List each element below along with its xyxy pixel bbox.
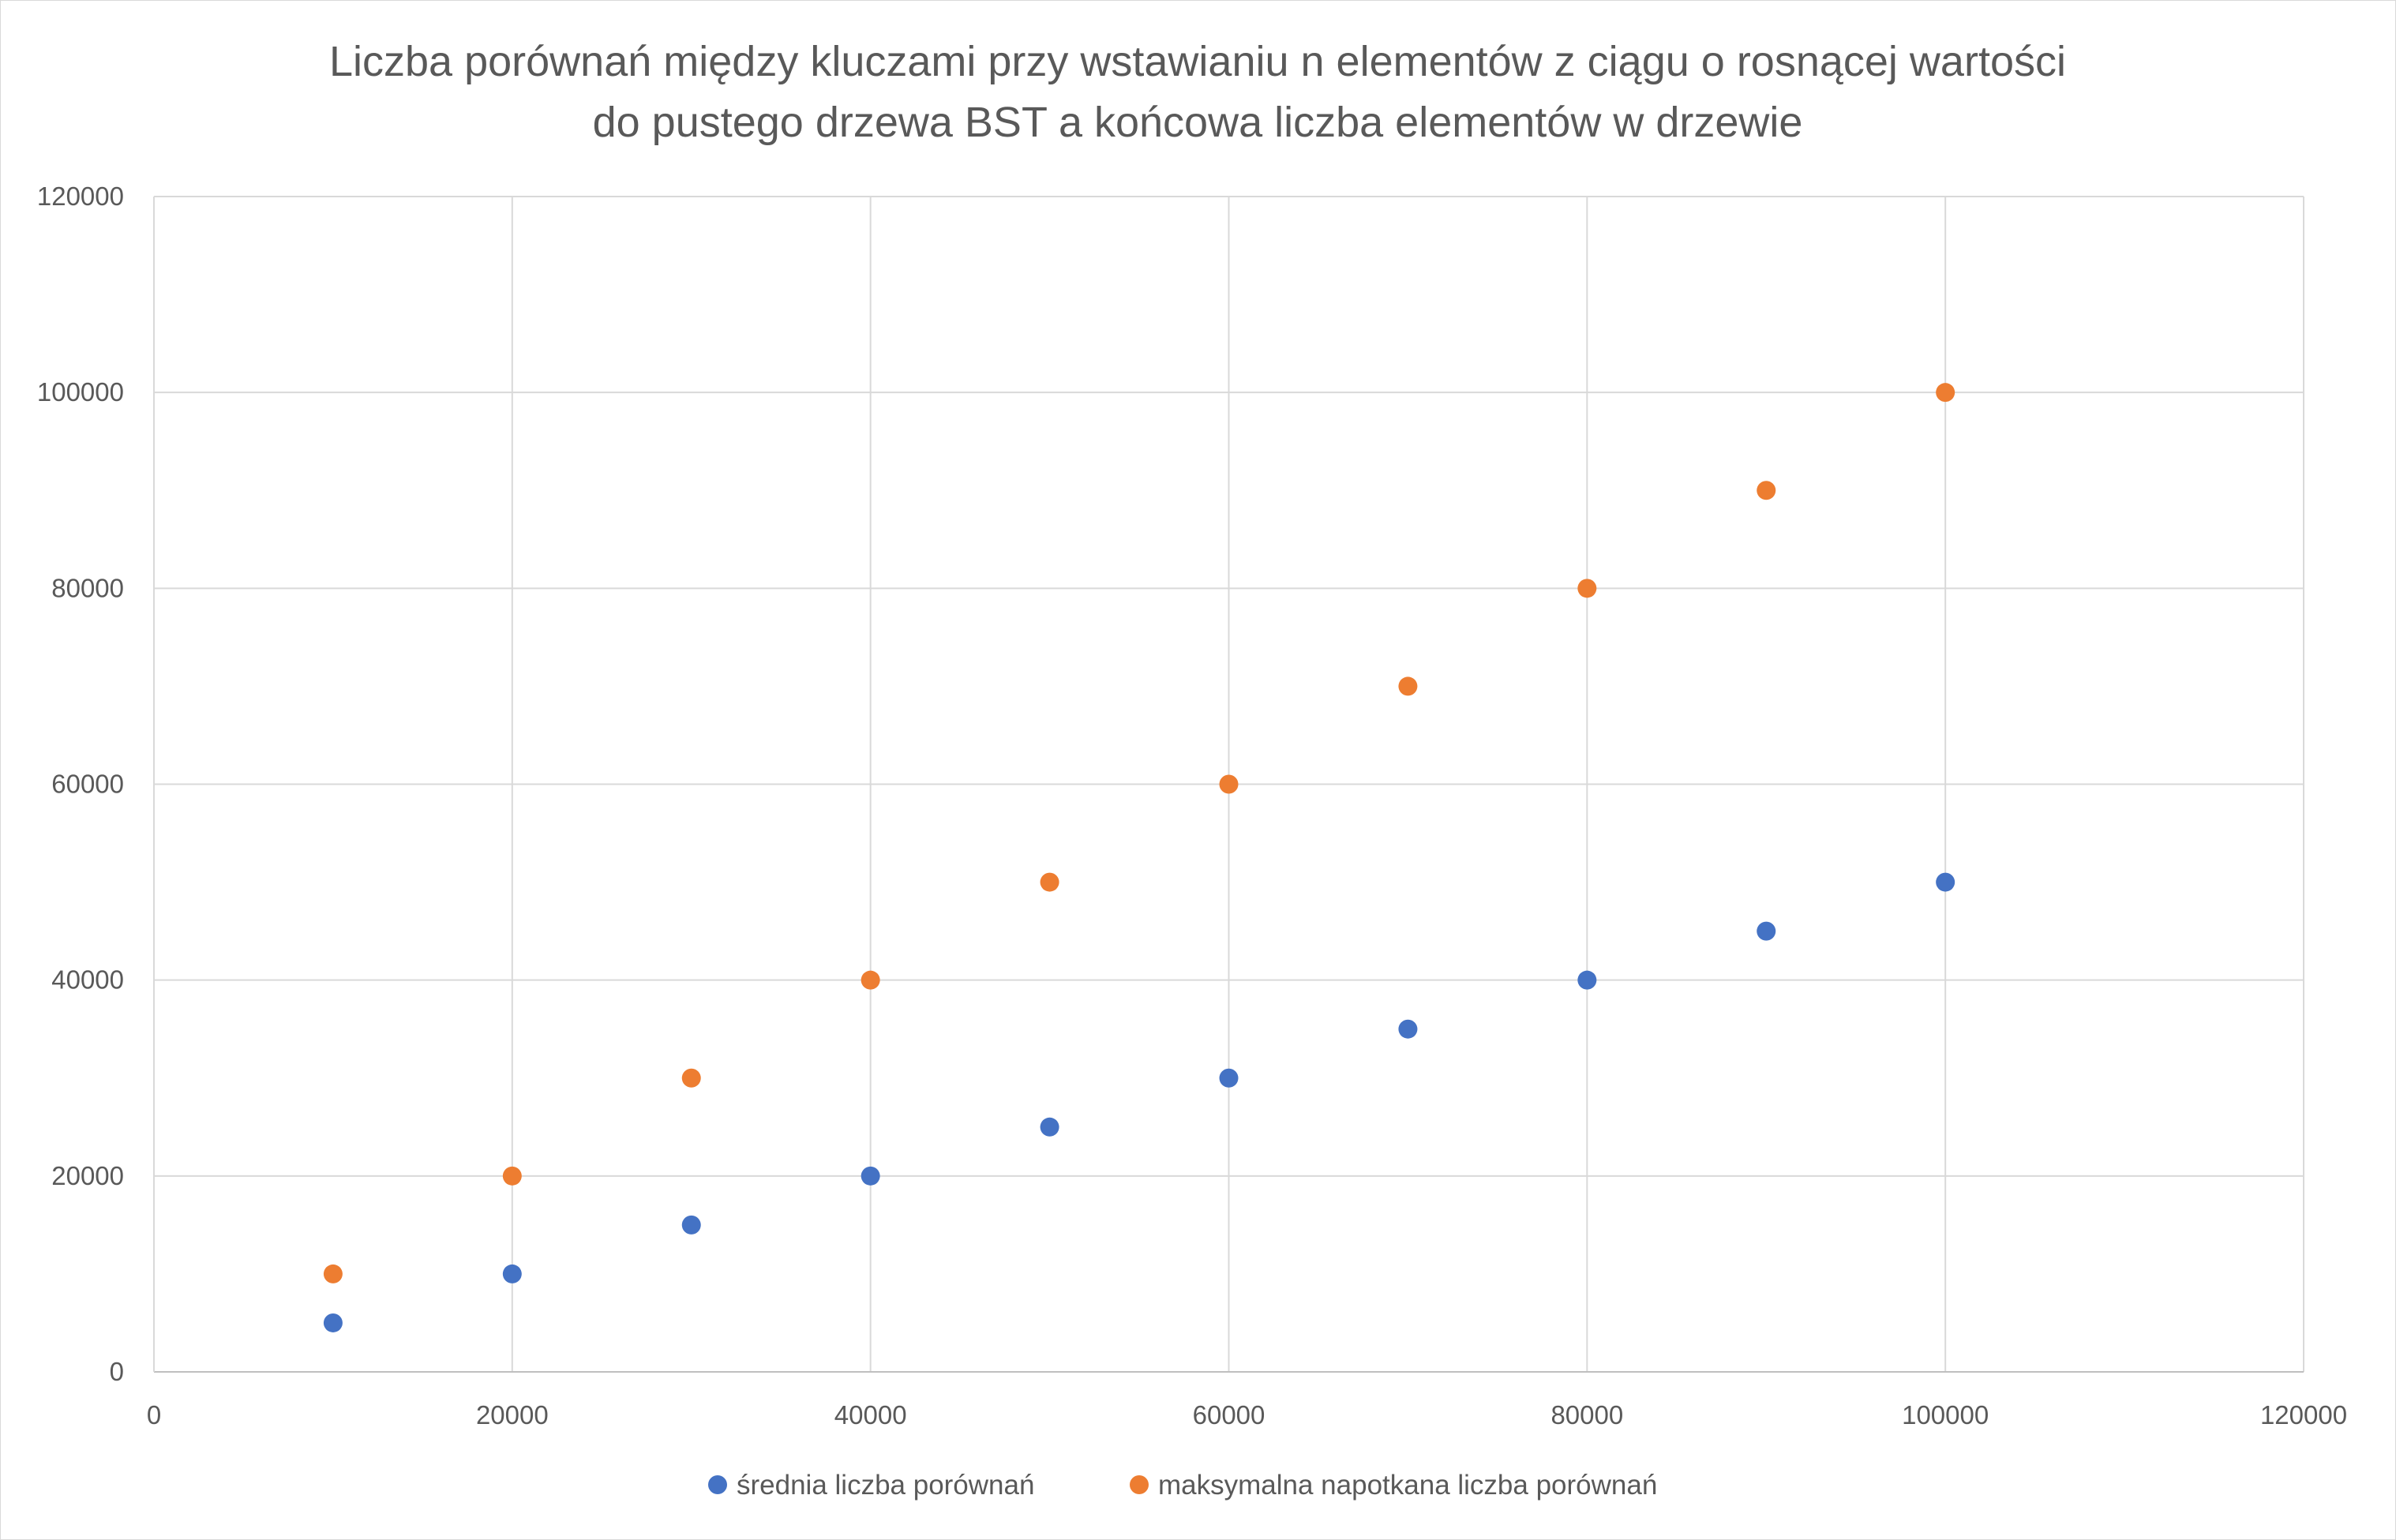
y-tick-label: 80000 xyxy=(51,573,124,602)
chart-title-line-1: Liczba porównań między kluczami przy wst… xyxy=(329,38,2066,85)
legend-marker-2 xyxy=(1130,1475,1149,1494)
x-tick-label: 80000 xyxy=(1550,1400,1623,1429)
x-tick-label: 100000 xyxy=(1902,1400,1989,1429)
data-point-series-2 xyxy=(1219,774,1239,794)
data-point-series-1 xyxy=(1577,970,1597,990)
y-tick-label: 60000 xyxy=(51,770,124,799)
data-point-series-2 xyxy=(1577,579,1597,598)
x-tick-label: 60000 xyxy=(1193,1400,1265,1429)
legend-label-1: średnia liczba porównań xyxy=(737,1470,1034,1501)
data-point-series-2 xyxy=(1398,676,1418,696)
data-point-series-2 xyxy=(1757,481,1776,500)
data-point-series-1 xyxy=(1936,872,1955,892)
data-point-series-1 xyxy=(323,1313,343,1332)
data-point-series-1 xyxy=(681,1215,701,1235)
x-tick-label: 40000 xyxy=(834,1400,907,1429)
data-point-series-2 xyxy=(1936,383,1955,403)
chart-title-line-2: do pustego drzewa BST a końcowa liczba e… xyxy=(593,99,1803,146)
data-point-series-2 xyxy=(323,1264,343,1283)
data-point-series-1 xyxy=(1757,921,1776,941)
legend-marker-1 xyxy=(708,1475,727,1494)
y-tick-label: 0 xyxy=(110,1357,124,1386)
x-tick-label: 0 xyxy=(147,1400,161,1429)
data-point-series-2 xyxy=(681,1068,701,1088)
y-tick-label: 40000 xyxy=(51,965,124,995)
legend-label-2: maksymalna napotkana liczba porównań xyxy=(1158,1470,1657,1501)
x-tick-label: 20000 xyxy=(476,1400,549,1429)
data-point-series-2 xyxy=(1040,872,1059,892)
y-tick-label: 120000 xyxy=(37,182,124,211)
y-tick-label: 20000 xyxy=(51,1161,124,1190)
data-point-series-1 xyxy=(1219,1068,1239,1088)
x-tick-label: 120000 xyxy=(2260,1400,2347,1429)
y-tick-label: 100000 xyxy=(37,377,124,407)
axes: 0 20000 40000 60000 80000 100000 120000 0 20000 4… xyxy=(37,182,2347,1429)
data-points xyxy=(323,383,1955,1332)
data-point-series-1 xyxy=(502,1264,522,1283)
data-point-series-1 xyxy=(861,1166,880,1186)
data-point-series-1 xyxy=(1398,1019,1418,1039)
data-point-series-2 xyxy=(861,970,880,990)
legend: średnia liczba porównań maksymalna napotk… xyxy=(708,1470,1657,1501)
data-point-series-1 xyxy=(1040,1117,1059,1137)
data-point-series-2 xyxy=(502,1166,522,1186)
